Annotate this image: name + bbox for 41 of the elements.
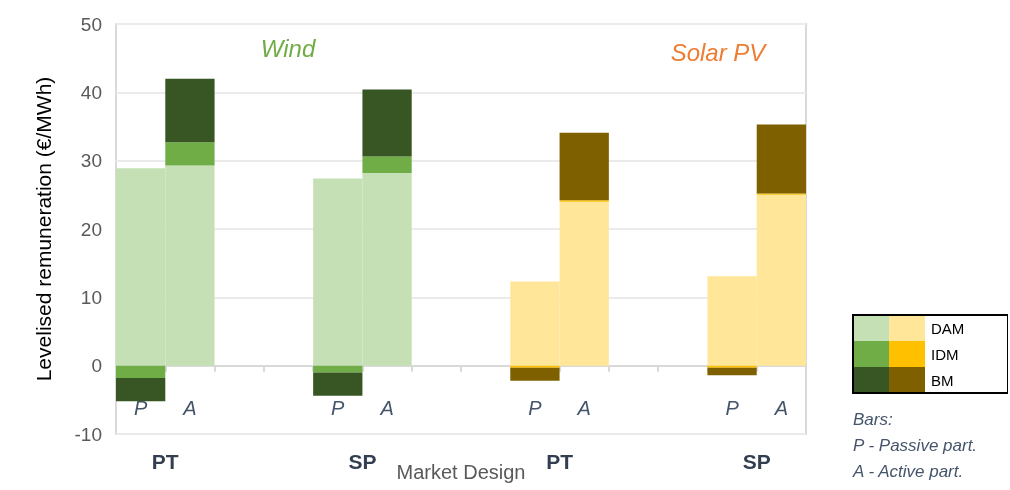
y-tick-label: 30 bbox=[80, 150, 102, 172]
y-tick-label: 0 bbox=[91, 355, 102, 377]
x-tick-label: P bbox=[725, 397, 740, 419]
x-axis-title: Market Design bbox=[396, 461, 526, 483]
y-tick-label: 40 bbox=[80, 81, 102, 103]
y-axis-title: Levelised remuneration (€/MWh) bbox=[32, 76, 55, 382]
bar bbox=[510, 365, 560, 368]
y-tick-label: 20 bbox=[80, 218, 102, 240]
bar bbox=[559, 132, 609, 201]
x-tick-label: A bbox=[379, 397, 394, 419]
legend-label: DAM bbox=[931, 319, 965, 337]
bar bbox=[313, 372, 363, 396]
x-tick-label: P bbox=[133, 397, 148, 419]
text: Bars: P - Passive part. A - Active part. bbox=[852, 409, 978, 481]
text: SP bbox=[742, 449, 771, 473]
bar bbox=[116, 377, 166, 402]
bar bbox=[756, 124, 806, 194]
y-tick-label: 10 bbox=[80, 286, 102, 308]
bar bbox=[362, 89, 412, 157]
bar bbox=[165, 78, 215, 143]
y-tick-label: 50 bbox=[80, 13, 102, 35]
annotation: Solar PV bbox=[670, 38, 768, 66]
bar bbox=[165, 142, 215, 166]
text: PT bbox=[546, 449, 574, 473]
bar bbox=[116, 365, 166, 378]
legend-label: BM bbox=[931, 371, 954, 389]
legend-label: IDM bbox=[931, 345, 959, 363]
bar bbox=[362, 156, 412, 173]
y-tick-label: -10 bbox=[74, 423, 102, 445]
bar bbox=[707, 367, 757, 376]
text: SP bbox=[348, 449, 377, 473]
bar bbox=[707, 365, 757, 368]
x-tick-label: P bbox=[528, 397, 543, 419]
x-tick-label: P bbox=[331, 397, 346, 419]
x-tick-label: A bbox=[576, 397, 591, 419]
bar bbox=[510, 367, 560, 381]
x-tick-label: A bbox=[773, 397, 789, 419]
text: PT bbox=[151, 449, 179, 473]
annotation: Wind bbox=[260, 34, 316, 62]
bar bbox=[313, 365, 363, 373]
x-tick-label: A bbox=[182, 397, 197, 419]
